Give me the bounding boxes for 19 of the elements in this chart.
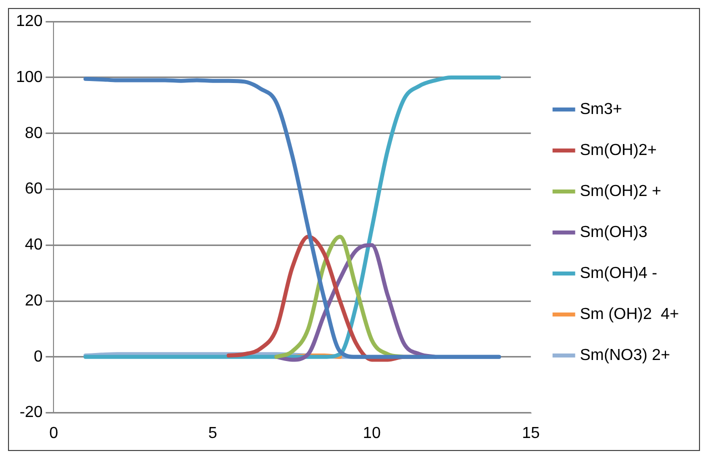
legend-label: Sm(OH)3 xyxy=(580,224,648,241)
x-tick-label: 15 xyxy=(522,424,540,442)
y-tick-label: 80 xyxy=(24,124,43,142)
x-tick-label: 5 xyxy=(208,424,218,442)
y-tick-label: 0 xyxy=(34,348,43,366)
legend-label: Sm(OH)2 + xyxy=(580,182,662,200)
legend-label: Sm(OH)4 - xyxy=(580,264,658,282)
y-tick-label: 40 xyxy=(24,236,43,254)
legend-label: Sm (OH)2 4+ xyxy=(580,306,680,323)
legend-label: Sm3+ xyxy=(580,100,622,118)
y-tick-label: 100 xyxy=(16,68,43,86)
y-tick-label: 60 xyxy=(24,180,43,198)
y-tick-label: 120 xyxy=(16,13,43,30)
x-tick-label: 0 xyxy=(49,424,58,442)
legend-label: Sm(NO3) 2+ xyxy=(580,346,670,364)
x-tick-label: 10 xyxy=(362,424,381,442)
legend-label: Sm(OH)2+ xyxy=(580,142,657,159)
y-tick-label: 20 xyxy=(24,292,43,310)
y-tick-label: -20 xyxy=(20,404,43,422)
